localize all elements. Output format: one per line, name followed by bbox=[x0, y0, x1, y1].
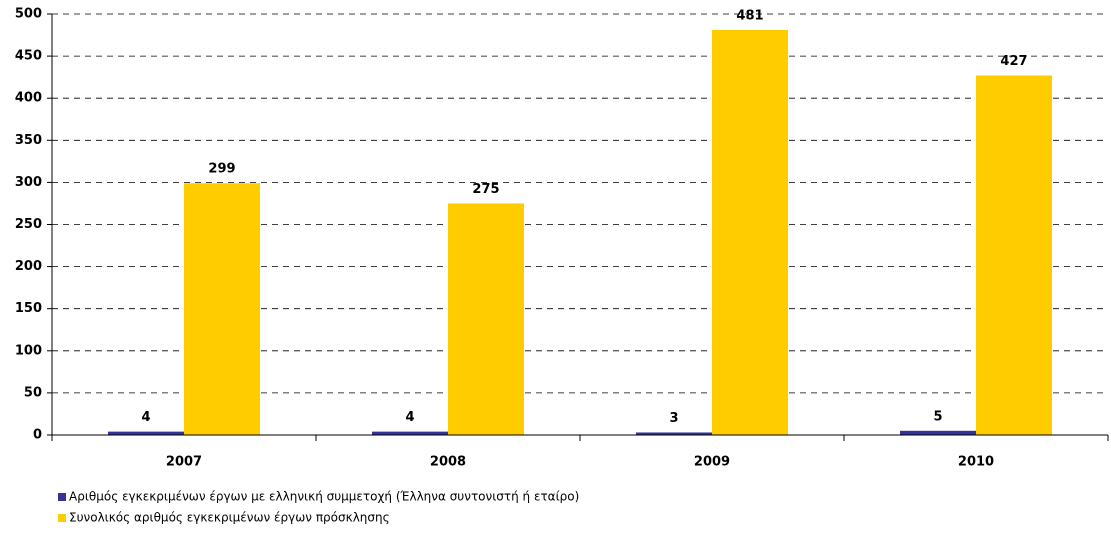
legend-label: Συνολικός αριθμός εγκεκριμένων έργων πρό… bbox=[69, 511, 390, 525]
y-tick-label: 400 bbox=[15, 91, 42, 106]
y-tick-label: 200 bbox=[15, 259, 42, 274]
x-tick-label: 2008 bbox=[430, 455, 466, 470]
data-label: 3 bbox=[669, 411, 678, 426]
bar bbox=[636, 432, 712, 435]
y-tick-label: 250 bbox=[15, 217, 42, 232]
bar bbox=[448, 203, 524, 435]
x-tick-label: 2007 bbox=[166, 455, 202, 470]
y-tick-label: 50 bbox=[24, 385, 42, 400]
bar bbox=[184, 183, 260, 435]
x-tick-label: 2010 bbox=[958, 455, 994, 470]
bar bbox=[976, 75, 1052, 435]
data-label: 4 bbox=[405, 410, 414, 425]
y-tick-label: 150 bbox=[15, 301, 42, 316]
data-label: 5 bbox=[933, 409, 942, 424]
y-tick-label: 350 bbox=[15, 133, 42, 148]
y-tick-label: 100 bbox=[15, 343, 42, 358]
data-label: 481 bbox=[736, 8, 763, 23]
legend-swatch bbox=[58, 514, 66, 522]
y-tick-label: 0 bbox=[33, 428, 42, 443]
x-tick-label: 2009 bbox=[694, 455, 730, 470]
bar bbox=[372, 431, 448, 435]
data-label: 4 bbox=[141, 410, 150, 425]
legend-swatch bbox=[58, 493, 66, 501]
bar bbox=[108, 431, 184, 435]
y-tick-label: 500 bbox=[15, 7, 42, 22]
legend-label: Αριθμός εγκεκριμένων έργων με ελληνική σ… bbox=[69, 490, 579, 504]
y-tick-label: 300 bbox=[15, 175, 42, 190]
bar bbox=[900, 430, 976, 435]
data-label: 299 bbox=[208, 162, 235, 177]
y-tick-label: 450 bbox=[15, 49, 42, 64]
data-label: 275 bbox=[472, 182, 499, 197]
data-label: 427 bbox=[1000, 54, 1027, 69]
bar bbox=[712, 29, 788, 436]
